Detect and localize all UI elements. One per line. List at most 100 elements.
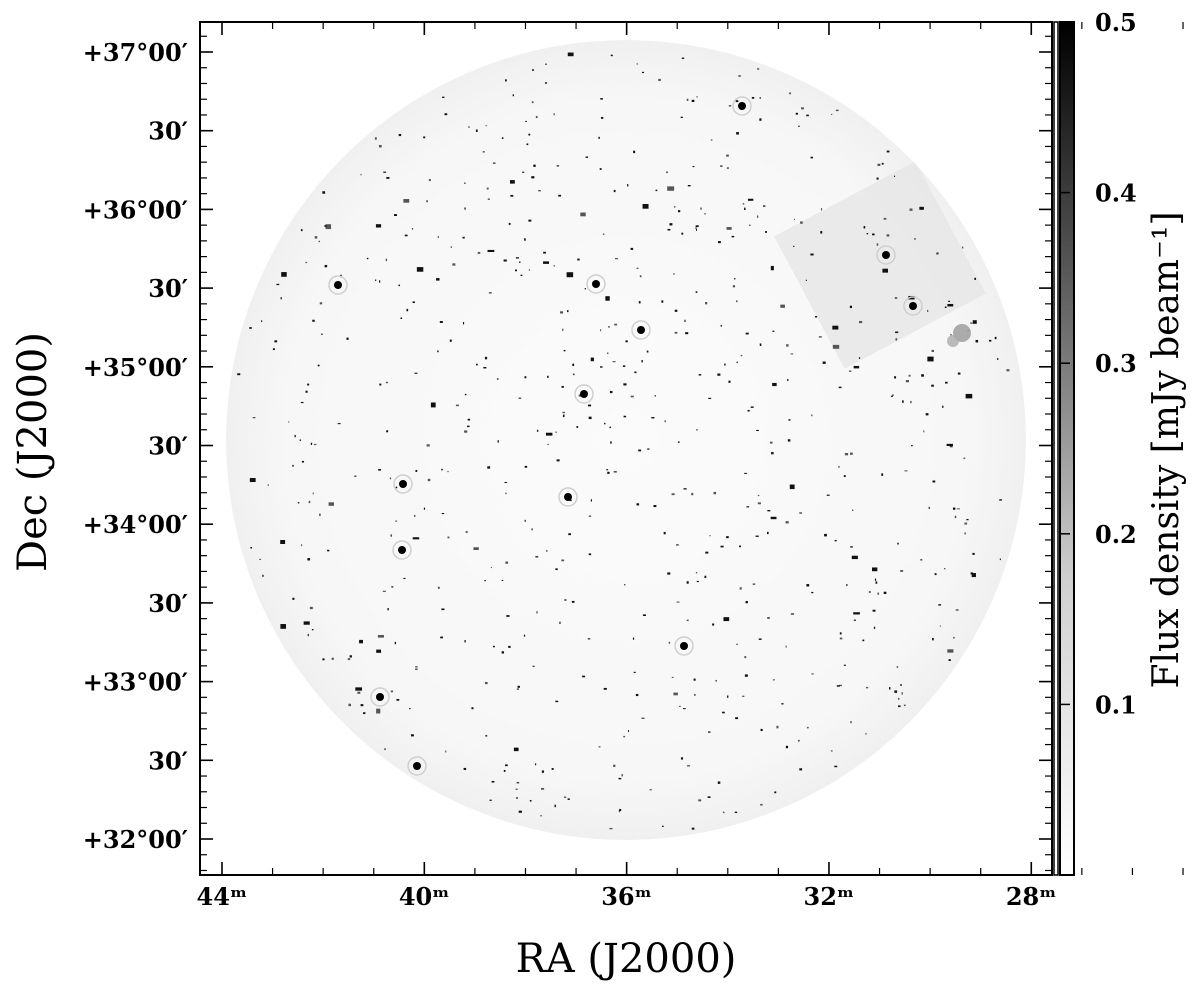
radio-source bbox=[797, 739, 800, 742]
radio-source bbox=[750, 406, 754, 408]
radio-source bbox=[376, 649, 382, 653]
radio-source bbox=[908, 374, 911, 377]
radio-source bbox=[877, 592, 880, 595]
radio-source bbox=[309, 606, 313, 610]
radio-source bbox=[668, 641, 671, 644]
radio-source bbox=[910, 400, 912, 404]
radio-source bbox=[970, 572, 974, 575]
radio-source bbox=[566, 272, 574, 278]
radio-source bbox=[562, 411, 565, 414]
radio-source bbox=[384, 748, 386, 751]
radio-source bbox=[680, 757, 684, 760]
radio-source bbox=[822, 361, 826, 364]
radio-source bbox=[759, 97, 761, 99]
radio-source bbox=[942, 405, 944, 408]
radio-source bbox=[428, 179, 431, 182]
radio-source bbox=[505, 561, 509, 564]
radio-source bbox=[379, 280, 381, 283]
colorbar-inner-edge bbox=[1053, 21, 1059, 876]
radio-source bbox=[555, 568, 558, 571]
radio-source bbox=[348, 703, 352, 707]
radio-source bbox=[873, 626, 876, 629]
radio-source bbox=[850, 721, 852, 724]
radio-source bbox=[881, 162, 884, 165]
radio-source bbox=[324, 264, 328, 268]
radio-source bbox=[400, 317, 403, 319]
radio-source bbox=[508, 222, 511, 225]
bright-source bbox=[580, 390, 588, 398]
radio-source bbox=[965, 393, 973, 399]
radio-source bbox=[533, 164, 536, 167]
radio-source bbox=[391, 586, 394, 588]
radio-source bbox=[707, 796, 711, 798]
radio-source bbox=[310, 442, 313, 445]
radio-source bbox=[897, 697, 900, 700]
radio-source bbox=[378, 469, 381, 471]
radio-source bbox=[905, 380, 910, 383]
radio-source bbox=[556, 165, 560, 167]
radio-source bbox=[771, 452, 774, 455]
radio-source bbox=[789, 484, 795, 490]
radio-source bbox=[396, 699, 400, 701]
y-tick-label: 30′ bbox=[148, 274, 188, 303]
radio-source bbox=[810, 156, 813, 159]
radio-source bbox=[561, 559, 565, 562]
radio-source bbox=[317, 364, 320, 367]
radio-source bbox=[923, 430, 925, 433]
radio-source bbox=[909, 208, 913, 211]
radio-source bbox=[633, 671, 636, 673]
radio-source bbox=[262, 574, 264, 577]
radio-source bbox=[683, 488, 687, 490]
x-tick-label: 28ᵐ bbox=[1006, 882, 1057, 911]
y-tick-label: +32°00′ bbox=[83, 825, 188, 854]
radio-source bbox=[705, 301, 708, 305]
radio-source bbox=[532, 69, 534, 71]
radio-source bbox=[786, 344, 789, 347]
radio-source bbox=[710, 139, 713, 141]
colorbar-title: Flux density [mJy beam⁻¹] bbox=[1146, 211, 1187, 688]
radio-source bbox=[832, 325, 839, 330]
radio-source bbox=[655, 189, 658, 192]
radio-source bbox=[846, 583, 848, 587]
radio-source bbox=[781, 703, 784, 705]
radio-source bbox=[752, 583, 756, 585]
radio-source bbox=[385, 381, 388, 384]
sidelobe-ring bbox=[903, 296, 923, 316]
radio-source bbox=[744, 656, 747, 659]
radio-source bbox=[308, 500, 311, 504]
radio-source bbox=[444, 113, 448, 116]
radio-source bbox=[437, 586, 440, 589]
radio-source bbox=[925, 413, 929, 416]
radio-source bbox=[398, 133, 402, 137]
radio-source bbox=[354, 475, 357, 477]
radio-source bbox=[528, 133, 531, 136]
radio-source bbox=[312, 319, 315, 322]
radio-source bbox=[903, 704, 906, 707]
radio-source bbox=[921, 374, 924, 377]
radio-source bbox=[811, 414, 813, 417]
radio-source bbox=[319, 302, 323, 305]
radio-source bbox=[347, 658, 351, 661]
radio-source bbox=[724, 363, 726, 366]
bright-source bbox=[909, 302, 917, 310]
radio-source bbox=[280, 297, 283, 300]
radio-source bbox=[770, 265, 774, 271]
radio-source bbox=[452, 263, 456, 266]
radio-source bbox=[902, 400, 904, 403]
radio-source bbox=[732, 285, 736, 288]
radio-source bbox=[624, 583, 626, 586]
radio-source bbox=[272, 348, 275, 351]
radio-source bbox=[970, 322, 973, 324]
radio-source bbox=[584, 288, 586, 290]
radio-source bbox=[359, 639, 363, 644]
radio-source bbox=[555, 700, 559, 703]
radio-source bbox=[945, 381, 948, 384]
radio-source bbox=[609, 390, 613, 394]
radio-source bbox=[305, 390, 308, 393]
radio-source bbox=[932, 480, 936, 483]
radio-source bbox=[1006, 369, 1010, 372]
radio-source bbox=[898, 705, 901, 708]
radio-source bbox=[467, 425, 470, 428]
colorbar-tick-label: 0.3 bbox=[1095, 349, 1137, 378]
radio-source bbox=[852, 509, 854, 511]
